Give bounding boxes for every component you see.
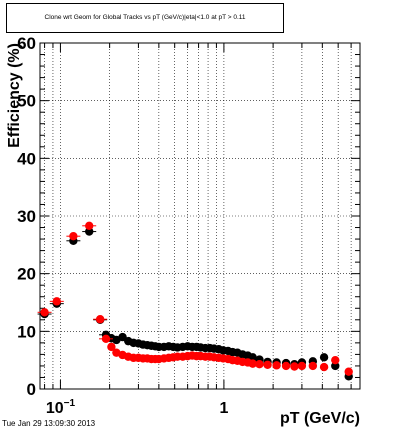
red-data-point (69, 231, 78, 241)
chart-title-box: Clone wrt Geom for Global Tracks vs pT (… (6, 3, 284, 33)
red-data-point (344, 367, 353, 376)
red-data-point (297, 361, 307, 371)
red-data-point (40, 308, 49, 317)
x-axis-label: pT (GeV/c) (280, 410, 360, 427)
y-tick-label: 50 (17, 92, 36, 111)
y-tick-label: 30 (17, 207, 36, 226)
red-data-point (248, 359, 257, 368)
axis-labels: 0 10 20 30 40 50 60 10−1 1 pT (GeV/c) Efficiency (… (6, 34, 360, 427)
red-data-point (319, 362, 329, 372)
red-data-point (281, 361, 291, 371)
black-data-point (85, 227, 94, 236)
red-data-point (101, 334, 111, 344)
red-data-point (331, 355, 340, 365)
red-data-point (272, 361, 281, 370)
y-tick-label: 0 (27, 380, 36, 399)
y-tick-label: 10 (17, 322, 36, 341)
y-tick-label: 60 (17, 34, 36, 53)
timestamp: Tue Jan 29 13:09:30 2013 (2, 419, 96, 428)
red-data-point (95, 315, 105, 324)
x-tick-label: 10−1 (46, 398, 76, 417)
y-axis-label: Efficiency (%) (6, 43, 23, 148)
red-data-point (52, 297, 61, 306)
grid (40, 42, 360, 390)
axes (39, 42, 361, 390)
x-tick-label: 1 (219, 400, 228, 417)
black-data-point (319, 353, 329, 362)
chart-title: Clone wrt Geom for Global Tracks vs pT (… (44, 14, 246, 21)
data-points (37, 221, 353, 381)
red-data-point (263, 360, 272, 369)
red-data-point (308, 361, 318, 371)
red-data-point (290, 362, 299, 371)
plot-frame (39, 42, 361, 390)
y-tick-label: 40 (17, 149, 36, 168)
red-data-point (255, 360, 264, 369)
y-tick-label: 20 (17, 265, 36, 284)
red-data-point (107, 342, 116, 352)
black-data-point (331, 361, 340, 371)
red-data-point (85, 221, 94, 231)
